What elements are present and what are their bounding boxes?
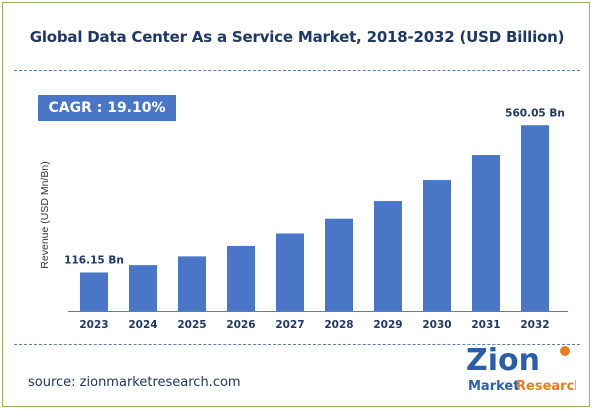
bar-2030 <box>423 180 451 311</box>
logo-word-research: Research <box>516 379 576 394</box>
logo-dot-icon <box>560 346 570 356</box>
x-tick-label-2027: 2027 <box>275 319 304 331</box>
data-label-2023: 116.15 Bn <box>64 254 124 266</box>
bar-2027 <box>276 233 304 311</box>
x-tick-label-2028: 2028 <box>324 319 353 331</box>
zion-market-research-logo: Zion Market Research . <box>466 343 576 394</box>
bar-2028 <box>325 218 353 311</box>
chart-title: Global Data Center As a Service Market, … <box>29 28 565 46</box>
bar-2023 <box>80 272 108 311</box>
x-tick-label-2031: 2031 <box>471 319 500 331</box>
bar-2026 <box>227 245 255 311</box>
bar-2031 <box>472 155 500 311</box>
source-note: source: zionmarketresearch.com <box>28 375 241 390</box>
x-tick-label-2032: 2032 <box>520 319 549 331</box>
logo-word-zion: Zion <box>466 343 540 378</box>
logo-word-market: Market <box>468 379 519 394</box>
bar-2024 <box>129 265 157 311</box>
cagr-badge: CAGR : 19.10% <box>38 95 176 121</box>
x-tick-label-2025: 2025 <box>177 319 206 331</box>
source-divider <box>14 344 580 345</box>
bar-2025 <box>178 256 206 311</box>
x-tick-label-2023: 2023 <box>79 319 108 331</box>
data-label-2032: 560.05 Bn <box>505 107 565 119</box>
x-tick-label-2029: 2029 <box>373 319 402 331</box>
svg-text:.: . <box>514 379 519 394</box>
x-tick-label-2026: 2026 <box>226 319 255 331</box>
title-divider <box>14 70 580 71</box>
x-tick-label-2024: 2024 <box>128 319 157 331</box>
bar-2029 <box>374 201 402 311</box>
x-tick-label-2030: 2030 <box>422 319 451 331</box>
bar-2032 <box>521 125 549 311</box>
